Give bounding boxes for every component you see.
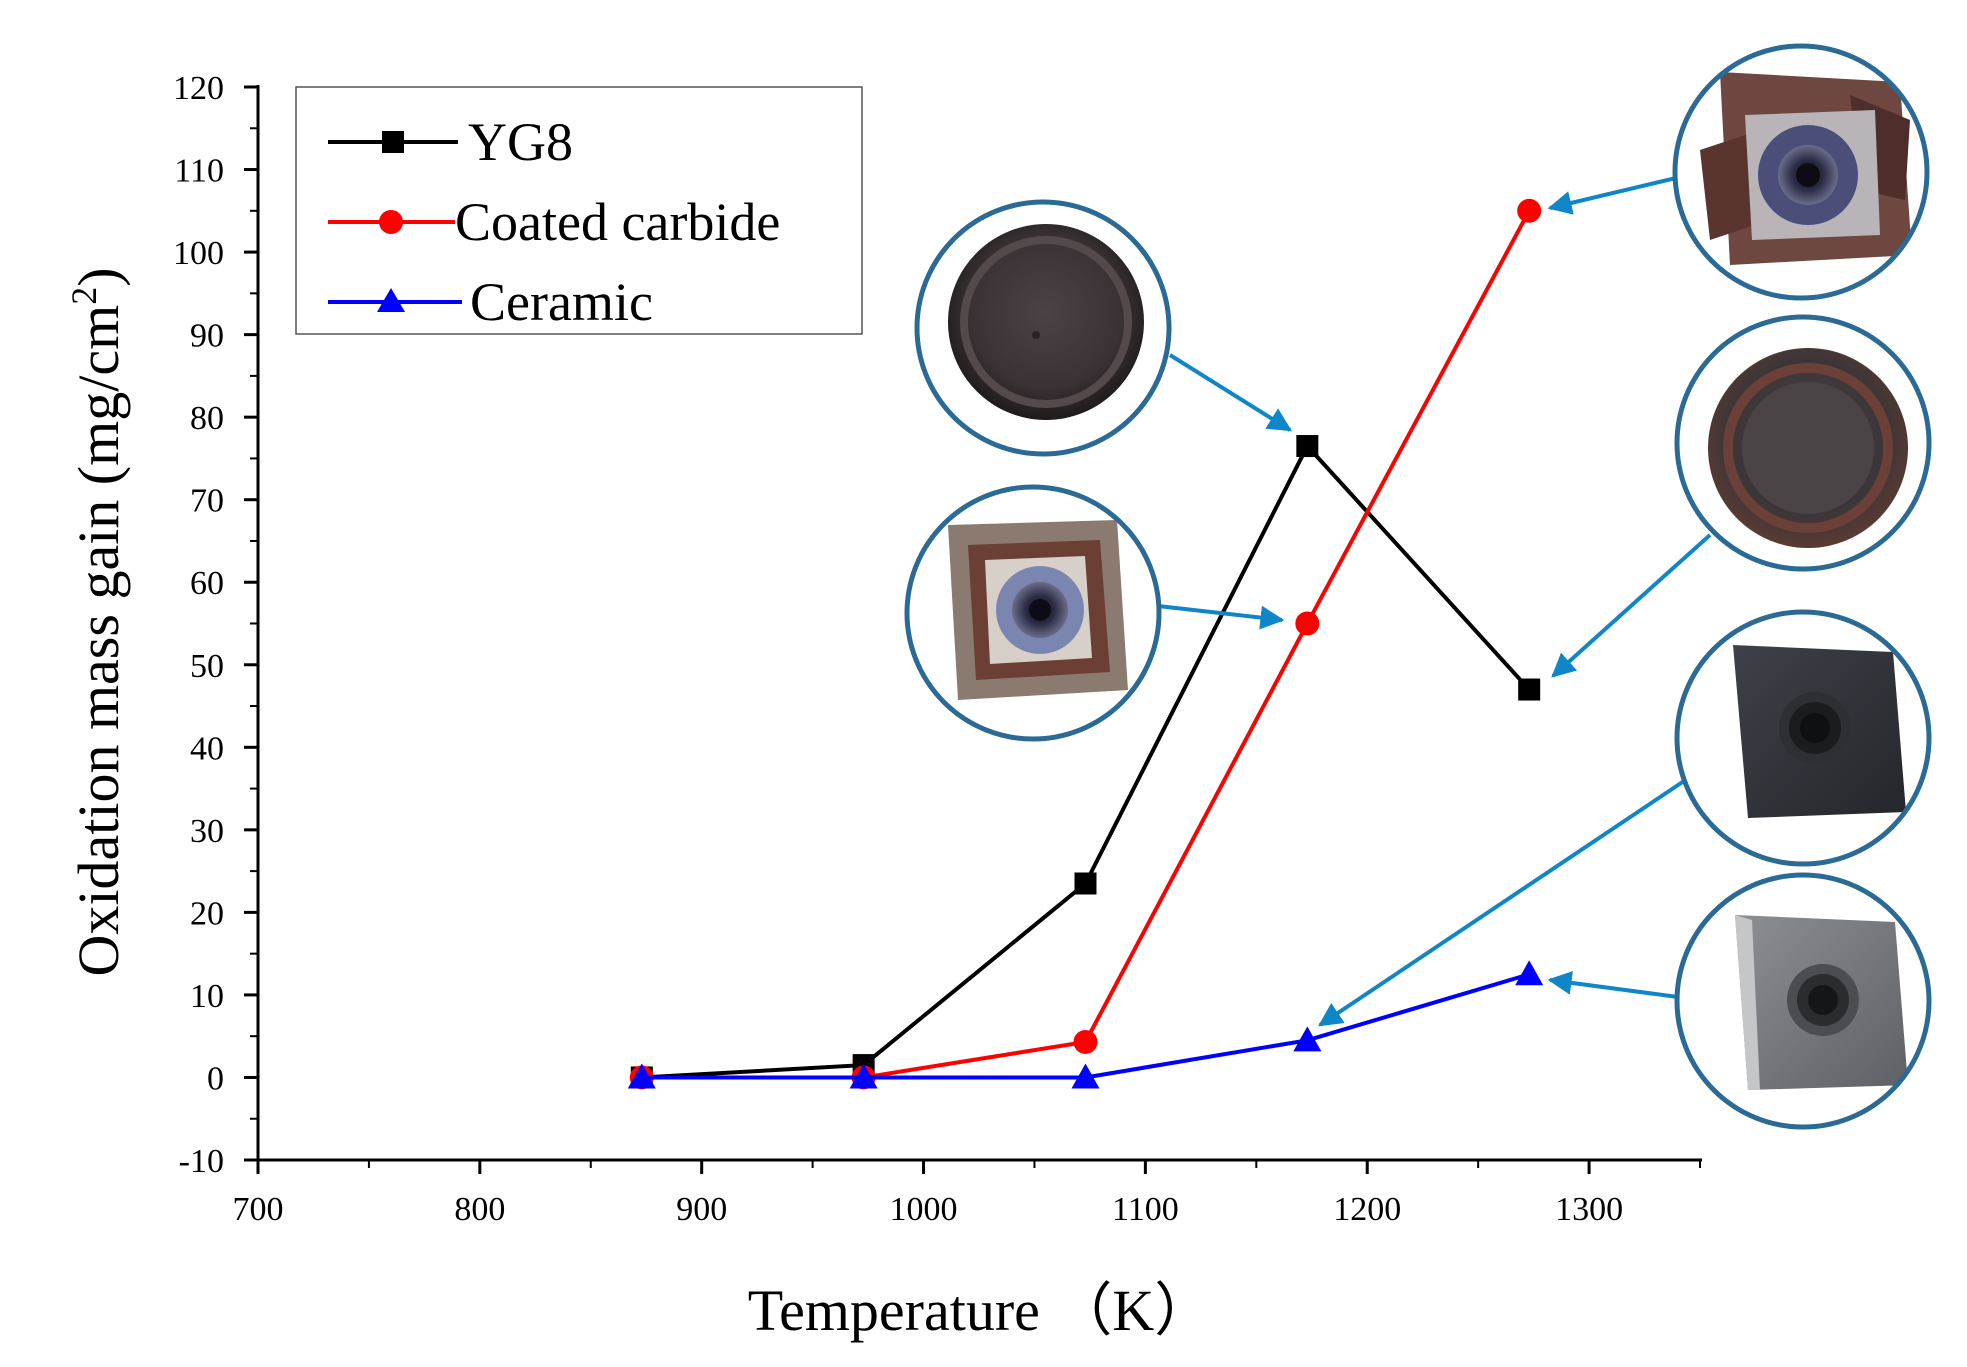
y-tick-label: 50: [190, 648, 224, 685]
callout-arrow-ceramic-1173: [1318, 773, 1695, 1027]
y-axis-ticks: -10 0 10 20 30 40 50 60 70 80 90 100 110 120: [173, 70, 258, 1180]
y-tick-label: 110: [174, 153, 224, 190]
data-point-ceramic: [849, 1063, 878, 1089]
legend-entry-yg8: YG8: [328, 112, 573, 172]
sample-callout-yg8-1273: [1674, 314, 1932, 572]
x-tick-label: 700: [233, 1191, 284, 1228]
y-tick-label: 60: [190, 565, 224, 602]
y-tick-label: 70: [190, 483, 224, 520]
y-axis-title: Oxidation mass gain (mg/cm2): [64, 267, 131, 976]
y-tick-label: 0: [207, 1060, 224, 1097]
data-point-ceramic: [1293, 1026, 1322, 1052]
y-tick-label: 10: [190, 978, 224, 1015]
y-axis-title-superscript: 2: [64, 287, 104, 305]
x-tick-label: 1100: [1112, 1191, 1179, 1228]
sample-callout-ceramic-1173: [1674, 609, 1932, 867]
sample-callout-coated-1273: [1672, 43, 1930, 301]
y-tick-label: 40: [190, 730, 224, 767]
callout-ring: [1672, 43, 1930, 301]
x-tick-label: 800: [454, 1191, 505, 1228]
data-point-coated-carbide: [1295, 611, 1320, 636]
callout-arrow-yg8-1173: [1168, 353, 1293, 432]
y-axis-title-close: ): [66, 267, 131, 286]
data-point-coated-carbide: [1517, 198, 1542, 223]
legend-marker-yg8: [382, 131, 404, 153]
legend-label-coated-carbide: Coated carbide: [455, 192, 780, 252]
x-tick-label: 1300: [1555, 1191, 1623, 1228]
series-line-ceramic: [641, 972, 1530, 1080]
data-point-yg8: [1074, 872, 1097, 895]
x-tick-label: 1200: [1333, 1191, 1401, 1228]
y-tick-label: 30: [190, 813, 224, 850]
data-point-ceramic: [1515, 960, 1544, 986]
y-tick-label: 100: [173, 235, 224, 272]
x-axis-title: Temperature （K）: [748, 1278, 1213, 1343]
legend-entry-coated-carbide: Coated carbide: [328, 192, 780, 252]
callout-ring: [1674, 872, 1932, 1130]
data-point-yg8: [1518, 678, 1541, 701]
callout-ring: [904, 484, 1162, 742]
y-axis-title-main: Oxidation mass gain (mg/cm: [66, 305, 131, 977]
legend-marker-coated-carbide: [379, 210, 403, 234]
data-point-yg8: [1296, 435, 1319, 458]
callout-arrow-coated-1273: [1547, 176, 1677, 215]
data-point-ceramic: [1071, 1063, 1100, 1089]
legend: YG8 Coated carbide Ceramic: [295, 86, 863, 335]
x-axis-ticks: 700 800 900 1000 1100 1200 1300: [233, 1160, 1701, 1228]
y-tick-label: 120: [173, 70, 224, 107]
y-tick-label: 80: [190, 400, 224, 437]
callout-ring: [1674, 314, 1932, 572]
y-tick-label: -10: [179, 1143, 224, 1180]
callout-ring: [914, 199, 1172, 457]
x-tick-label: 1000: [890, 1191, 958, 1228]
data-point-ceramic: [627, 1063, 656, 1089]
sample-disc-dark: [948, 224, 1144, 420]
x-tick-label: 900: [676, 1191, 727, 1228]
callout-arrow-coated-1173: [1157, 604, 1285, 630]
sample-callout-ceramic-1273: [1674, 872, 1932, 1130]
y-tick-label: 20: [190, 895, 224, 932]
legend-label-yg8: YG8: [468, 112, 573, 172]
legend-marker-ceramic: [377, 288, 405, 312]
legend-entry-ceramic: Ceramic: [328, 272, 653, 332]
callout-arrow-yg8-1273: [1551, 533, 1712, 678]
series-layer: [627, 198, 1544, 1090]
y-tick-label: 90: [190, 318, 224, 355]
callout-arrow-ceramic-1273: [1547, 970, 1679, 999]
callout-ring: [1674, 609, 1932, 867]
series-ceramic: [627, 960, 1544, 1089]
sample-callout-coated-1173: [904, 484, 1162, 742]
data-point-coated-carbide: [1073, 1029, 1098, 1054]
sample-callout-yg8-1173: [914, 199, 1172, 457]
callout-arrows: [1157, 176, 1712, 1027]
legend-label-ceramic: Ceramic: [470, 272, 653, 332]
